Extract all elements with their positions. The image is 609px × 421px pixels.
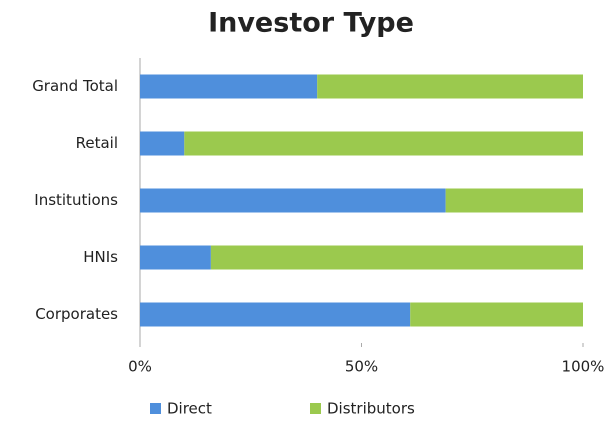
bar-segment xyxy=(140,302,411,327)
y-tick-label: HNIs xyxy=(83,248,118,266)
x-tick-label: 50% xyxy=(345,358,378,376)
y-tick-label: Grand Total xyxy=(32,77,118,95)
bar-segment xyxy=(410,302,583,327)
x-tick-label: 0% xyxy=(128,358,152,376)
bar-segment xyxy=(317,74,583,99)
y-tick-label: Corporates xyxy=(35,305,118,323)
legend-label: Direct xyxy=(167,400,212,418)
x-tick-label: 100% xyxy=(562,358,605,376)
bar-segment xyxy=(140,188,446,213)
legend-swatch xyxy=(150,403,161,414)
bar-segment xyxy=(445,188,583,213)
legend-swatch xyxy=(310,403,321,414)
chart-title: Investor Type xyxy=(208,8,414,39)
bar-segment xyxy=(210,245,583,270)
bar-segment xyxy=(140,131,185,156)
bar-segment xyxy=(140,245,211,270)
bar-segment xyxy=(140,74,318,99)
bar-segment xyxy=(184,131,584,156)
y-tick-label: Institutions xyxy=(34,191,118,209)
y-tick-label: Retail xyxy=(76,134,118,152)
legend-label: Distributors xyxy=(327,400,415,418)
